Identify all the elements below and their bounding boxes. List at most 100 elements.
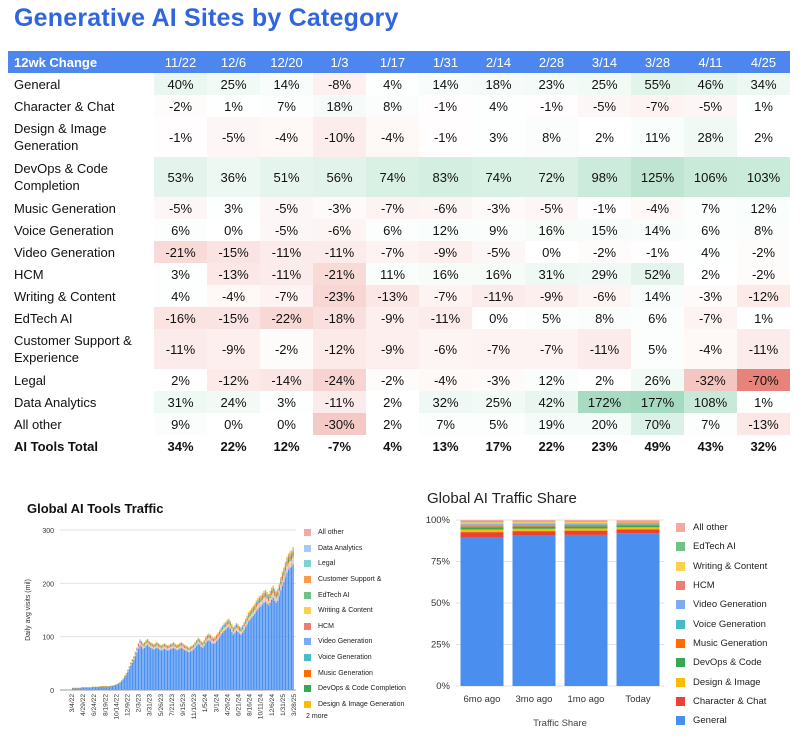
traffic-bar xyxy=(105,686,107,690)
traffic-bar-segment xyxy=(137,646,140,648)
traffic-bar-segment xyxy=(166,647,169,649)
traffic-bar-segment xyxy=(240,628,242,629)
change-cell: -11% xyxy=(260,263,313,285)
traffic-bar-segment xyxy=(186,646,189,648)
y-tick-label: 75% xyxy=(431,557,451,568)
change-cell: 0% xyxy=(525,241,578,263)
traffic-bar-segment xyxy=(290,550,293,553)
change-cell: 4% xyxy=(154,285,207,307)
traffic-bar-segment xyxy=(148,640,150,642)
legend-item: Voice Generation xyxy=(304,650,406,666)
traffic-bar-segment xyxy=(220,629,222,631)
traffic-bar-segment xyxy=(243,624,245,626)
traffic-bar-segment xyxy=(192,646,195,648)
column-header: 12/20 xyxy=(260,51,313,73)
traffic-bar-segment xyxy=(261,598,264,601)
change-cell: -1% xyxy=(154,117,207,157)
change-cell: 16% xyxy=(525,219,578,241)
traffic-bar-segment xyxy=(180,645,182,647)
share-bar-segment xyxy=(512,522,556,524)
traffic-bar xyxy=(124,677,126,690)
traffic-bar-segment xyxy=(139,639,141,641)
traffic-bar-segment xyxy=(252,605,254,607)
traffic-bar-segment xyxy=(162,646,164,647)
traffic-bar-segment xyxy=(189,648,192,649)
column-header: 11/22 xyxy=(154,51,207,73)
traffic-bar-segment xyxy=(290,556,293,559)
traffic-bar-segment xyxy=(237,623,239,625)
traffic-bar-segment xyxy=(157,647,159,648)
share-bar-segment xyxy=(512,525,556,527)
share-bar-segment xyxy=(512,520,556,522)
change-cell: -12% xyxy=(737,285,790,307)
traffic-bar-segment xyxy=(169,644,172,645)
traffic-bar-segment xyxy=(231,628,233,630)
traffic-bar-segment xyxy=(189,648,192,650)
traffic-bar-segment xyxy=(202,642,204,644)
traffic-bar-segment xyxy=(229,620,231,622)
traffic-bar-segment xyxy=(245,619,247,621)
x-tick-label: 3/1/24 xyxy=(213,694,220,713)
traffic-bar-segment xyxy=(292,555,294,558)
traffic-bar-segment xyxy=(269,599,271,602)
legend-more-link[interactable]: 2 more xyxy=(306,713,328,721)
traffic-bar-segment xyxy=(150,646,152,648)
traffic-bar-segment xyxy=(205,637,207,639)
traffic-bar-segment xyxy=(277,591,279,594)
traffic-bar-segment xyxy=(165,648,167,649)
traffic-bar-segment xyxy=(192,646,195,647)
traffic-bar-segment xyxy=(196,644,198,646)
traffic-bar-segment xyxy=(169,646,172,648)
traffic-bar-segment xyxy=(165,646,167,647)
traffic-bar-segment xyxy=(134,655,137,656)
share-bar-segment xyxy=(564,530,608,535)
traffic-bar xyxy=(136,652,138,690)
traffic-bar xyxy=(113,685,115,690)
traffic-bar-segment xyxy=(145,640,147,642)
traffic-bar-segment xyxy=(280,580,282,583)
traffic-bar-segment xyxy=(277,593,279,595)
traffic-bar-segment xyxy=(269,595,271,597)
traffic-bar xyxy=(266,603,268,690)
traffic-bar xyxy=(104,686,106,690)
traffic-bar-segment xyxy=(156,643,158,645)
traffic-bar xyxy=(188,652,190,690)
traffic-bar-segment xyxy=(145,642,147,644)
change-cell: 11% xyxy=(366,263,419,285)
traffic-bar-segment xyxy=(156,644,158,646)
traffic-bar-segment xyxy=(243,628,245,630)
traffic-bar-segment xyxy=(176,646,178,648)
traffic-bar-segment xyxy=(228,626,230,628)
traffic-bar-segment xyxy=(281,580,284,583)
traffic-bar-segment xyxy=(151,644,153,646)
traffic-bar-segment xyxy=(267,599,270,602)
traffic-bar-segment xyxy=(226,620,228,622)
change-cell: -6% xyxy=(313,219,366,241)
traffic-bar-segment xyxy=(199,642,201,644)
traffic-bar-segment xyxy=(225,623,227,625)
traffic-bar xyxy=(119,682,121,690)
traffic-bar-segment xyxy=(191,645,193,646)
traffic-bar xyxy=(94,687,97,690)
traffic-bar-segment xyxy=(137,645,140,647)
share-bar-segment xyxy=(616,522,660,524)
change-cell: 12% xyxy=(273,438,300,454)
column-header: 4/11 xyxy=(684,51,737,73)
traffic-bar-segment xyxy=(217,634,219,635)
traffic-bar-segment xyxy=(217,635,219,637)
traffic-bar-segment xyxy=(283,574,285,577)
change-cell: -9% xyxy=(366,307,419,329)
traffic-bar-segment xyxy=(183,649,186,651)
traffic-bar-segment xyxy=(234,625,236,627)
share-chart: 0% 25% 50% 75% 100% 6mo ago 3mo ago 1mo ago Toda… xyxy=(426,515,664,729)
traffic-bar-segment xyxy=(281,573,284,576)
traffic-bar-segment xyxy=(260,599,262,601)
traffic-bar-segment xyxy=(205,636,207,638)
share-bar-segment xyxy=(512,523,556,524)
traffic-bar-segment xyxy=(188,647,190,648)
traffic-bar-segment xyxy=(243,623,245,625)
traffic-bar-segment xyxy=(232,629,235,631)
legend-swatch xyxy=(676,716,685,726)
x-tick-label: 4/26/24 xyxy=(224,694,231,716)
traffic-bar-segment xyxy=(147,641,149,643)
